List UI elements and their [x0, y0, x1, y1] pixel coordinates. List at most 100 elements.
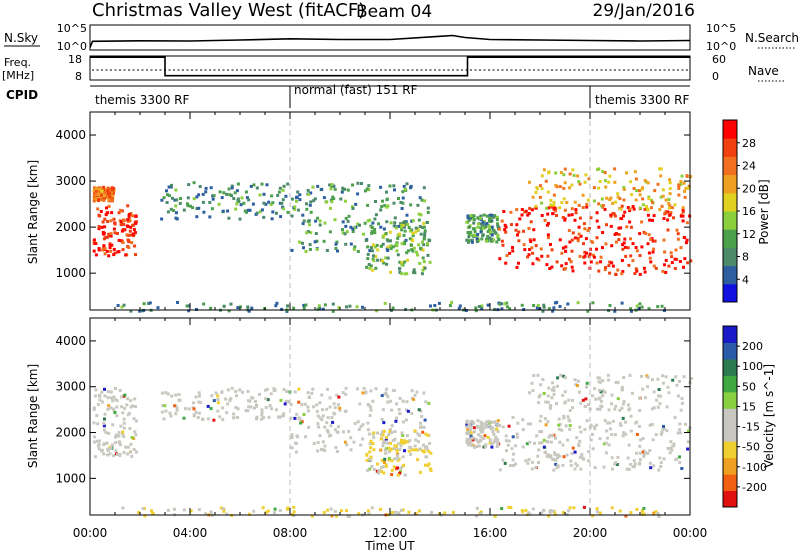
range-gate-cell — [335, 393, 339, 397]
range-gate-cell — [467, 233, 471, 237]
range-gate-cell — [638, 451, 642, 455]
range-gate-cell — [534, 244, 538, 248]
range-gate-cell — [390, 473, 394, 476]
range-gate-cell — [337, 306, 341, 310]
range-gate-cell — [380, 466, 384, 470]
range-gate-cell — [236, 407, 240, 411]
range-gate-cell — [552, 200, 556, 204]
range-gate-cell — [451, 510, 455, 514]
range-gate-cell — [555, 466, 559, 470]
range-gate-cell — [400, 441, 404, 445]
range-gate-cell — [540, 441, 544, 445]
range-gate-cell — [222, 509, 226, 513]
range-gate-cell — [437, 301, 441, 305]
range-gate-cell — [538, 419, 542, 423]
range-gate-cell — [505, 301, 509, 305]
range-gate-cell — [99, 193, 103, 197]
range-gate-cell — [663, 263, 666, 267]
range-gate-cell — [160, 410, 164, 414]
range-gate-cell — [366, 257, 370, 260]
range-gate-cell — [150, 509, 153, 513]
range-gate-cell — [640, 245, 644, 249]
range-gate-cell — [313, 197, 317, 201]
range-gate-cell — [246, 389, 250, 393]
range-gate-cell — [632, 187, 636, 190]
range-gate-cell — [393, 457, 397, 461]
range-gate-cell — [399, 223, 403, 227]
range-gate-cell — [523, 248, 527, 252]
range-gate-cell — [517, 230, 521, 234]
range-gate-cell — [659, 461, 663, 465]
range-gate-cell — [341, 391, 345, 395]
range-gate-cell — [605, 223, 608, 227]
range-gate-cell — [204, 186, 208, 190]
range-gate-cell — [282, 388, 286, 392]
y-tick-label: 2000 — [55, 220, 86, 234]
range-gate-cell — [571, 269, 575, 273]
range-gate-cell — [500, 507, 504, 511]
range-gate-cell — [343, 232, 347, 236]
range-gate-cell — [104, 195, 108, 199]
range-gate-cell — [607, 264, 611, 268]
range-gate-cell — [674, 457, 678, 461]
range-gate-cell — [163, 404, 167, 408]
range-gate-cell — [118, 441, 122, 445]
range-gate-cell — [560, 428, 564, 432]
range-gate-cell — [269, 392, 273, 396]
range-gate-cell — [530, 381, 534, 385]
range-gate-cell — [606, 373, 610, 377]
range-gate-cell — [619, 423, 623, 427]
range-gate-cell — [662, 424, 665, 428]
range-gate-cell — [607, 378, 611, 382]
range-gate-cell — [220, 196, 224, 200]
range-gate-cell — [102, 422, 106, 425]
range-gate-cell — [490, 441, 494, 445]
range-gate-cell — [547, 307, 551, 311]
range-gate-cell — [587, 227, 591, 230]
range-gate-cell — [583, 405, 587, 408]
range-gate-cell — [650, 423, 654, 426]
range-gate-cell — [221, 209, 225, 213]
range-gate-cell — [622, 188, 626, 191]
range-gate-cell — [368, 266, 372, 270]
range-gate-cell — [423, 199, 427, 203]
range-gate-cell — [670, 206, 674, 210]
range-gate-cell — [520, 208, 524, 211]
range-gate-cell — [568, 409, 572, 412]
range-gate-cell — [480, 307, 484, 311]
range-gate-cell — [601, 394, 605, 398]
range-gate-cell — [374, 200, 377, 203]
range-gate-cell — [335, 514, 338, 518]
range-gate-cell — [563, 181, 567, 185]
range-gate-cell — [264, 202, 268, 206]
range-gate-cell — [230, 184, 234, 188]
range-gate-cell — [611, 419, 615, 423]
range-gate-cell — [614, 240, 618, 244]
range-gate-cell — [416, 432, 420, 436]
range-gate-cell — [356, 181, 360, 185]
range-gate-cell — [665, 429, 669, 433]
range-gate-cell — [601, 389, 605, 393]
range-gate-cell — [572, 506, 576, 510]
colorbar-tick-label: 24 — [742, 160, 756, 173]
range-gate-cell — [491, 228, 495, 232]
range-gate-cell — [579, 401, 583, 405]
range-gate-cell — [273, 507, 277, 511]
range-gate-cell — [166, 193, 169, 197]
range-gate-cell — [638, 189, 641, 193]
range-gate-cell — [647, 307, 651, 311]
range-gate-cell — [126, 225, 130, 228]
range-gate-cell — [587, 177, 591, 181]
range-gate-cell — [682, 375, 686, 379]
range-gate-cell — [394, 510, 398, 514]
x-axis-label: Time UT — [364, 539, 415, 553]
range-gate-cell — [484, 239, 488, 243]
range-gate-cell — [393, 216, 397, 220]
range-gate-cell — [660, 431, 664, 435]
range-gate-cell — [609, 196, 613, 200]
range-gate-cell — [389, 244, 393, 248]
range-gate-cell — [548, 267, 552, 270]
range-gate-cell — [494, 422, 498, 426]
range-gate-cell — [248, 208, 252, 212]
